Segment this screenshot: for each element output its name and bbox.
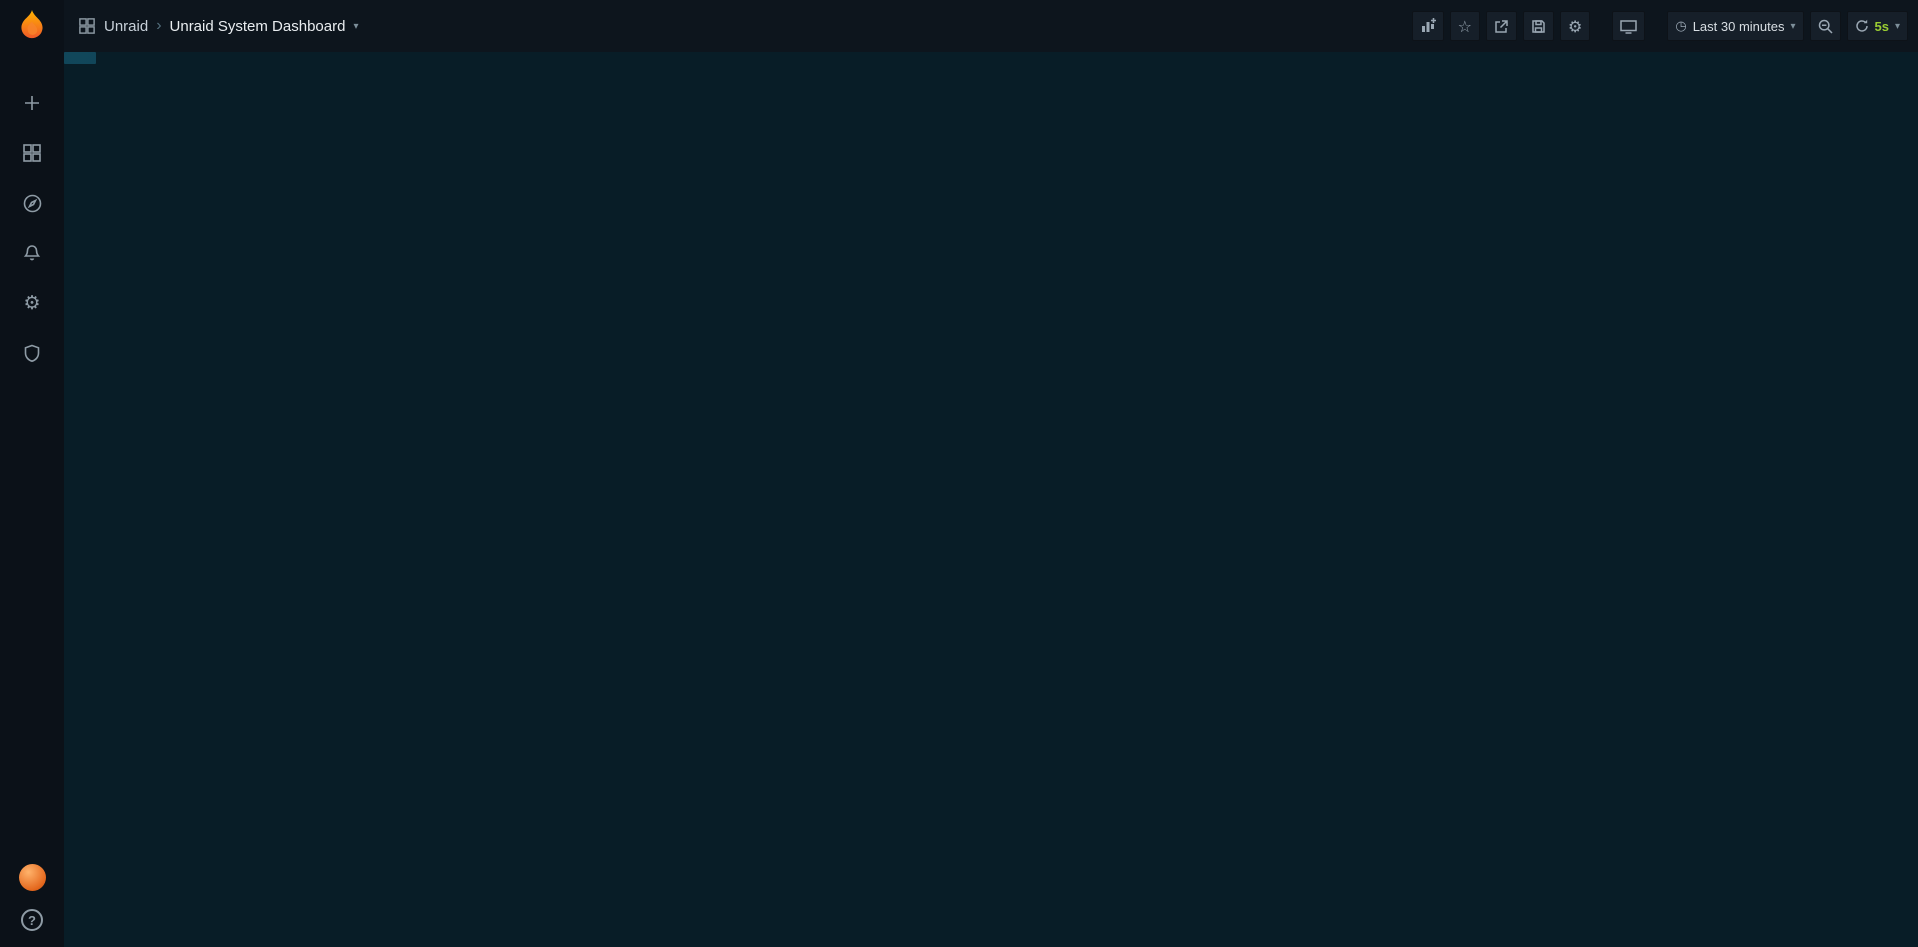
star-button[interactable]: ☆ <box>1450 11 1480 41</box>
explore-compass-icon[interactable] <box>21 192 43 214</box>
breadcrumb: Unraid › Unraid System Dashboard ▾ <box>104 17 358 35</box>
breadcrumb-app[interactable]: Unraid <box>104 18 148 35</box>
dashboard-settings-button[interactable]: ⚙ <box>1560 11 1590 41</box>
admin-shield-icon[interactable] <box>21 342 43 364</box>
save-button[interactable] <box>1523 11 1554 41</box>
main-area: Unraid › Unraid System Dashboard ▾ ☆ ⚙ <box>64 0 1918 947</box>
time-range-caret-icon: ▾ <box>1790 21 1795 32</box>
share-button[interactable] <box>1486 11 1517 41</box>
add-panel-button[interactable] <box>1412 11 1444 41</box>
breadcrumb-separator: › <box>156 17 161 35</box>
configuration-gear-icon[interactable]: ⚙ <box>21 292 43 314</box>
dashboards-icon[interactable] <box>21 142 43 164</box>
dashboard-title[interactable]: Unraid System Dashboard <box>170 18 346 35</box>
grafana-app: ⚙ ? Unraid › Unraid System Dashboard ▾ <box>0 0 1918 947</box>
time-range-label: Last 30 minutes <box>1693 19 1785 34</box>
dashboard-canvas: kWh Price0.65▾ Currencykr▾ UPS Max Outpu… <box>64 52 96 64</box>
zoom-out-button[interactable] <box>1810 11 1841 41</box>
grafana-logo[interactable] <box>0 0 64 54</box>
refresh-button[interactable]: 5s ▾ <box>1847 11 1909 41</box>
alerting-bell-icon[interactable] <box>21 242 43 264</box>
refresh-icon <box>1855 19 1869 33</box>
clock-icon: ◷ <box>1675 19 1686 34</box>
refresh-caret-icon: ▾ <box>1895 21 1900 32</box>
create-plus-icon[interactable] <box>21 92 43 114</box>
tv-kiosk-button[interactable] <box>1612 11 1645 41</box>
grafana-flame-icon <box>15 9 49 45</box>
time-range-picker[interactable]: ◷ Last 30 minutes ▾ <box>1667 11 1803 41</box>
dashboard-title-caret-icon[interactable]: ▾ <box>353 21 358 32</box>
refresh-interval-label: 5s <box>1875 19 1889 34</box>
help-icon[interactable]: ? <box>21 909 43 931</box>
user-avatar[interactable] <box>19 864 46 891</box>
sidebar: ⚙ ? <box>0 0 64 947</box>
topbar: Unraid › Unraid System Dashboard ▾ ☆ ⚙ <box>64 0 1918 52</box>
dashboard-grid-icon <box>78 15 96 37</box>
